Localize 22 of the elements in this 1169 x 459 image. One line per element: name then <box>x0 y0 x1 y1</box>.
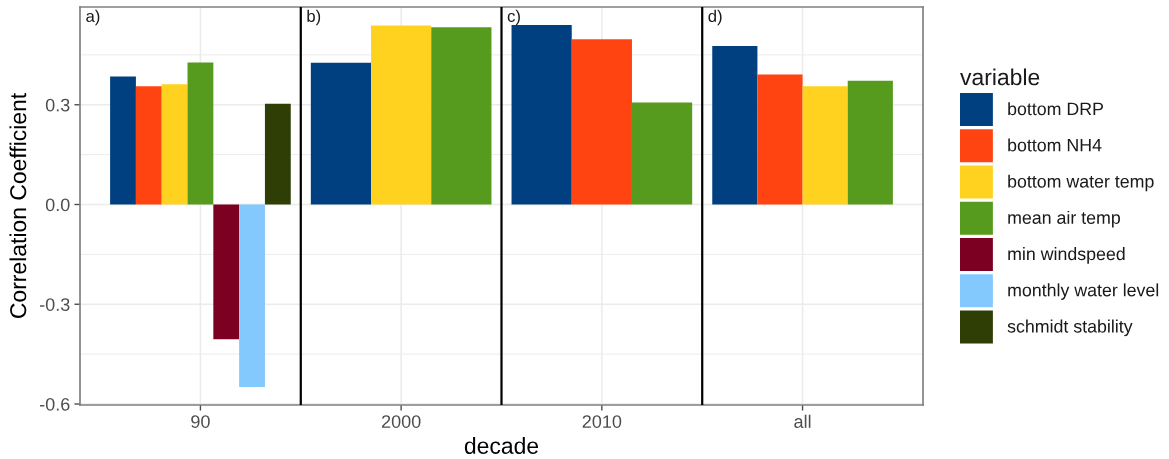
x-axis-title: decade <box>464 437 539 454</box>
legend-label: schmidt stability <box>1007 319 1133 337</box>
y-tick-label: -0.6 <box>39 397 70 411</box>
legend-label: bottom NH4 <box>1008 138 1102 152</box>
legend-label: min windspeed <box>1008 247 1125 264</box>
annotation: a) <box>86 9 100 26</box>
x-tick-label: 2010 <box>582 415 622 428</box>
legend-title: variable <box>960 68 1040 86</box>
y-tick-label: -0.3 <box>39 298 70 311</box>
annotation: c) <box>507 9 520 26</box>
y-tick-label: 0.0 <box>45 198 70 212</box>
legend-label: mean air temp <box>1008 210 1120 228</box>
x-tick-label: 2000 <box>381 415 421 428</box>
legend-label: bottom water temp <box>1008 174 1154 192</box>
legend-label: bottom DRP <box>1008 102 1103 116</box>
x-tick-label: all <box>794 414 811 428</box>
annotation: d) <box>708 9 722 26</box>
legend-label: monthly water level <box>1008 283 1159 300</box>
x-tick-label: 90 <box>191 415 210 428</box>
annotation: b) <box>307 9 321 26</box>
y-tick-label: 0.3 <box>45 98 70 112</box>
y-axis-title: Correlation Coefficient <box>9 93 27 318</box>
